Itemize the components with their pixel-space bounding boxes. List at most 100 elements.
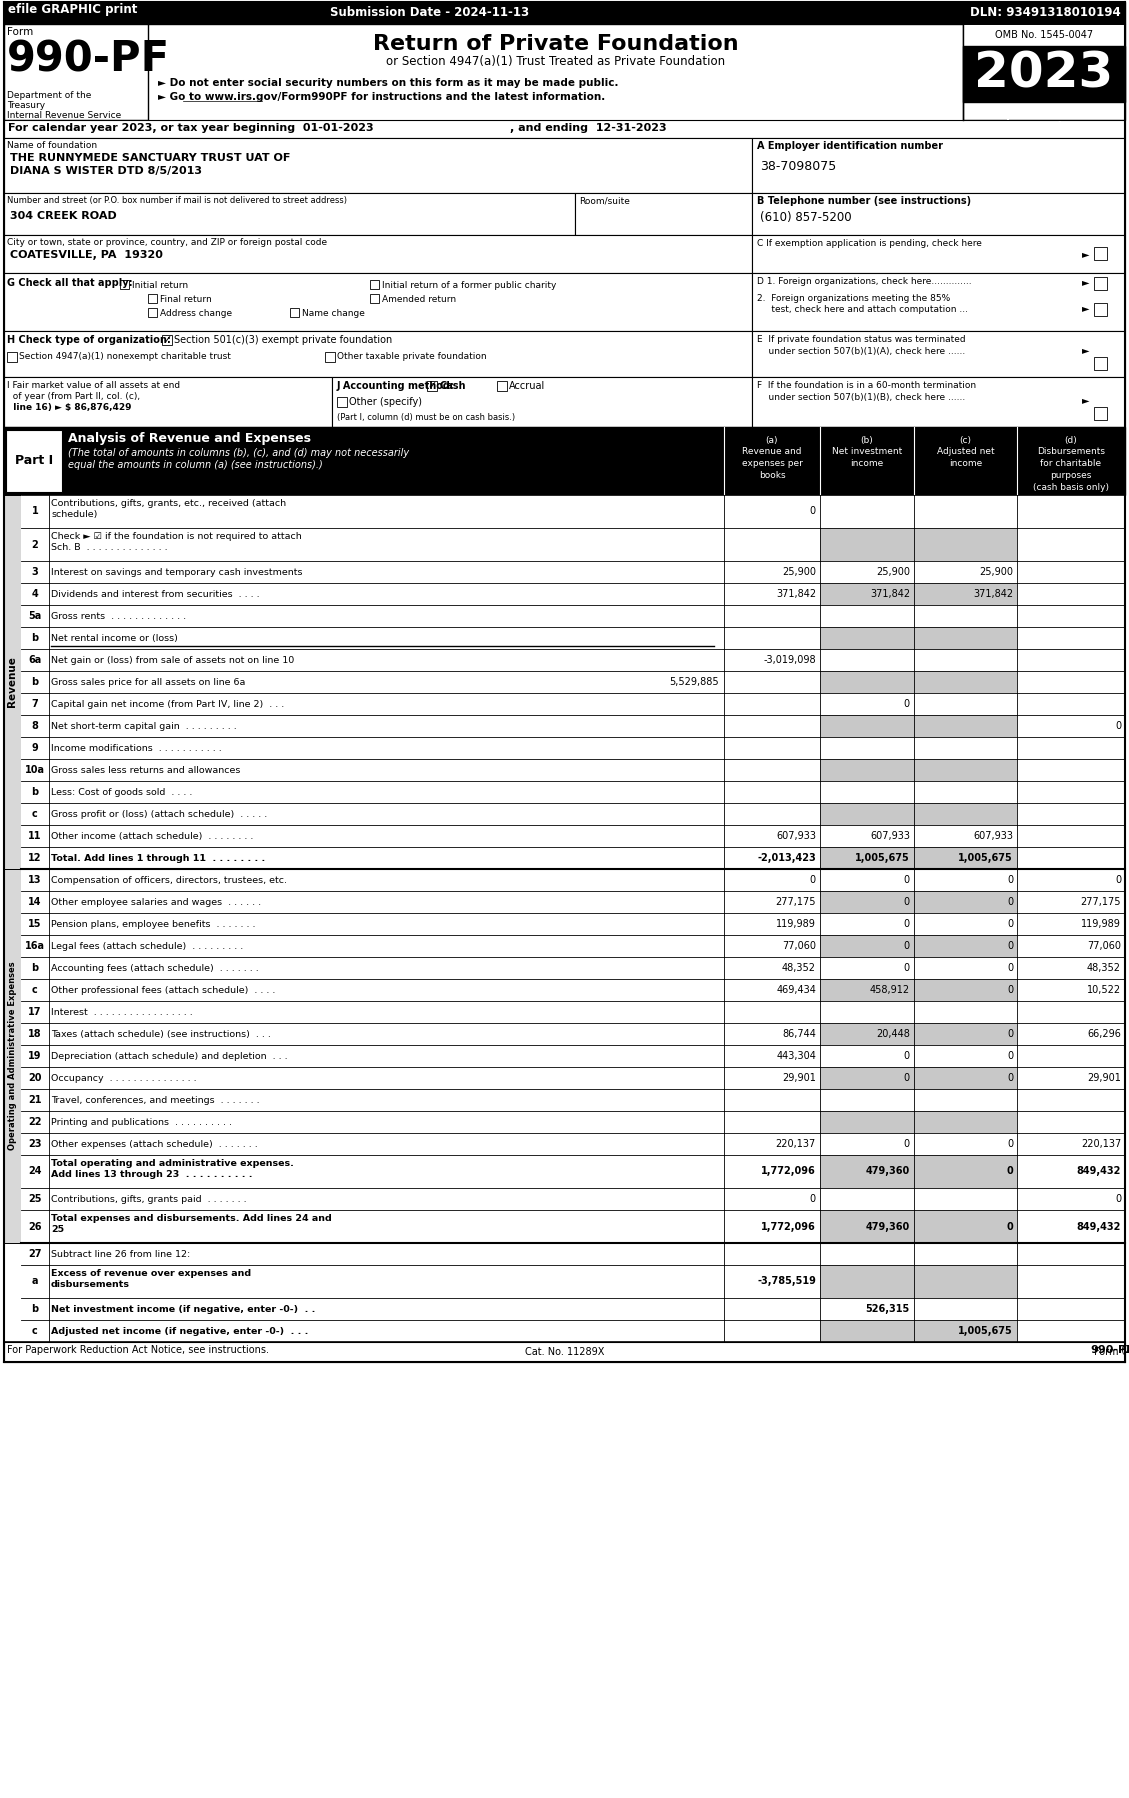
Text: , and ending  12-31-2023: , and ending 12-31-2023 [510, 122, 666, 133]
Bar [1094, 304, 1108, 316]
Bar [724, 628, 820, 649]
Bar [21, 1045, 724, 1066]
Bar [5, 273, 752, 331]
Text: 277,175: 277,175 [776, 897, 816, 906]
Text: 0: 0 [1007, 1052, 1013, 1061]
Bar [724, 957, 820, 978]
Text: 7: 7 [32, 699, 38, 708]
Text: Legal fees (attach schedule)  . . . . . . . . .: Legal fees (attach schedule) . . . . . .… [51, 942, 243, 951]
Text: (2023): (2023) [1119, 1345, 1129, 1356]
Bar [914, 804, 1017, 825]
Bar [5, 23, 148, 120]
Text: Compensation of officers, directors, trustees, etc.: Compensation of officers, directors, tru… [51, 876, 287, 885]
Text: 16a: 16a [25, 940, 45, 951]
Bar [21, 1090, 724, 1111]
Bar [1017, 1090, 1124, 1111]
Text: Name change: Name change [301, 309, 365, 318]
Text: b: b [32, 1304, 38, 1314]
Bar [1017, 1045, 1124, 1066]
Text: Capital gain net income (from Part IV, line 2)  . . .: Capital gain net income (from Part IV, l… [51, 699, 285, 708]
Text: c: c [32, 809, 38, 820]
Text: Total expenses and disbursements. Add lines 24 and: Total expenses and disbursements. Add li… [51, 1214, 332, 1223]
Bar [914, 1023, 1017, 1045]
Text: 1,005,675: 1,005,675 [959, 1325, 1013, 1336]
Text: Name of foundation: Name of foundation [7, 140, 97, 149]
Text: Printing and publications  . . . . . . . . . .: Printing and publications . . . . . . . … [51, 1118, 231, 1127]
Text: 10a: 10a [25, 764, 45, 775]
Bar [914, 1154, 1017, 1188]
Bar [820, 1090, 914, 1111]
Bar [5, 2, 1124, 23]
Bar [21, 935, 724, 957]
Bar [914, 868, 1017, 892]
Text: 21: 21 [28, 1095, 42, 1106]
Text: Section 4947(a)(1) nonexempt charitable trust: Section 4947(a)(1) nonexempt charitable … [19, 352, 230, 361]
Text: Dividends and interest from securities  . . . .: Dividends and interest from securities .… [51, 590, 260, 599]
Bar [724, 1045, 820, 1066]
Text: 0: 0 [809, 876, 816, 885]
Bar [21, 604, 724, 628]
Bar [1017, 759, 1124, 780]
Text: 20,448: 20,448 [876, 1028, 910, 1039]
Text: 25,900: 25,900 [979, 566, 1013, 577]
Text: Total operating and administrative expenses.: Total operating and administrative expen… [51, 1160, 294, 1169]
Bar [1094, 406, 1108, 421]
Text: Gross rents  . . . . . . . . . . . . .: Gross rents . . . . . . . . . . . . . [51, 611, 186, 620]
Bar [21, 780, 724, 804]
Text: (a): (a) [765, 435, 778, 444]
Text: Treasury: Treasury [7, 101, 45, 110]
Text: Adjusted net: Adjusted net [937, 448, 995, 457]
Bar [963, 23, 1124, 120]
Bar [1017, 913, 1124, 935]
Bar [21, 759, 724, 780]
Text: b: b [32, 788, 38, 797]
Text: or Section 4947(a)(1) Trust Treated as Private Foundation: or Section 4947(a)(1) Trust Treated as P… [386, 56, 725, 68]
Bar [820, 1242, 914, 1266]
Bar [21, 1242, 724, 1266]
Text: 371,842: 371,842 [869, 590, 910, 599]
Text: line 16) ► $ 86,876,429: line 16) ► $ 86,876,429 [7, 403, 131, 412]
Bar [724, 1154, 820, 1188]
Text: 0: 0 [809, 1194, 816, 1205]
Text: 526,315: 526,315 [866, 1304, 910, 1314]
Bar [21, 561, 724, 583]
Bar [914, 1188, 1017, 1210]
Bar [1017, 671, 1124, 692]
Bar [1094, 358, 1108, 370]
Text: ►: ► [1082, 248, 1089, 259]
Bar [1017, 716, 1124, 737]
Text: 0: 0 [809, 507, 816, 516]
Text: Travel, conferences, and meetings  . . . . . . .: Travel, conferences, and meetings . . . … [51, 1097, 260, 1106]
Text: Section 501(c)(3) exempt private foundation: Section 501(c)(3) exempt private foundat… [174, 334, 392, 345]
Bar [820, 1320, 914, 1341]
Bar [21, 1133, 724, 1154]
Text: 1,772,096: 1,772,096 [761, 1221, 816, 1232]
Text: books: books [759, 471, 786, 480]
Bar [21, 716, 724, 737]
Text: 0: 0 [1114, 1194, 1121, 1205]
Text: c: c [32, 1325, 38, 1336]
Bar [1017, 1242, 1124, 1266]
Bar [21, 1111, 724, 1133]
Bar [21, 692, 724, 716]
Text: Net investment: Net investment [832, 448, 902, 457]
Bar [21, 825, 724, 847]
Text: 22: 22 [28, 1117, 42, 1127]
Bar [5, 120, 1124, 138]
Bar [5, 378, 332, 426]
Bar [914, 847, 1017, 868]
Text: 849,432: 849,432 [1077, 1221, 1121, 1232]
Text: under section 507(b)(1)(B), check here ......: under section 507(b)(1)(B), check here .… [758, 394, 965, 403]
Bar [914, 1066, 1017, 1090]
Text: Net short-term capital gain  . . . . . . . . .: Net short-term capital gain . . . . . . … [51, 723, 237, 732]
Text: Part I: Part I [15, 455, 53, 467]
Bar [21, 1023, 724, 1045]
Text: 12: 12 [28, 852, 42, 863]
Bar [724, 1133, 820, 1154]
Text: 2: 2 [32, 539, 38, 550]
Bar [1017, 692, 1124, 716]
Text: Inspection: Inspection [1009, 120, 1078, 133]
Text: Initial return: Initial return [132, 280, 189, 289]
Text: 66,296: 66,296 [1087, 1028, 1121, 1039]
Text: 23: 23 [28, 1138, 42, 1149]
